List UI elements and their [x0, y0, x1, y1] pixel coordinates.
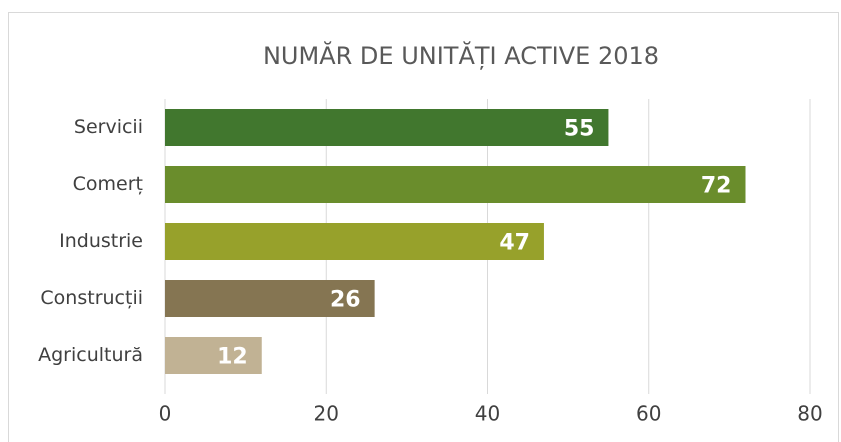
- value-label: 55: [564, 117, 595, 142]
- value-label: 26: [330, 288, 361, 313]
- x-tick-label: 60: [636, 402, 661, 426]
- y-tick-label: Construcții: [40, 287, 143, 309]
- x-tick-label: 40: [475, 402, 500, 426]
- value-label: 72: [701, 174, 732, 199]
- bar: [165, 166, 746, 203]
- y-tick-label: Industrie: [59, 230, 143, 252]
- value-label: 47: [499, 231, 530, 256]
- y-tick-label: Agricultură: [38, 344, 143, 366]
- y-tick-label: Comerț: [73, 173, 143, 195]
- x-tick-label: 20: [314, 402, 339, 426]
- bar: [165, 109, 609, 146]
- bar: [165, 337, 262, 374]
- bar: [165, 223, 544, 260]
- y-tick-label: Servicii: [74, 116, 143, 138]
- value-label: 12: [217, 345, 248, 370]
- bar: [165, 280, 375, 317]
- x-tick-label: 80: [797, 402, 822, 426]
- chart-title: NUMĂR DE UNITĂȚI ACTIVE 2018: [263, 40, 659, 70]
- x-tick-label: 0: [159, 402, 172, 426]
